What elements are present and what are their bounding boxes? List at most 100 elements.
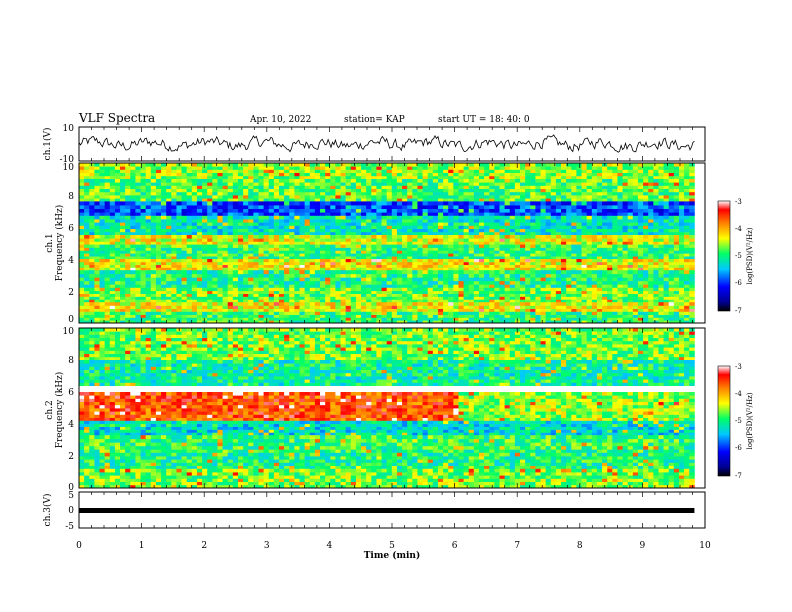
spectrogram-cell (463, 179, 470, 183)
spectrogram-cell (114, 261, 121, 265)
spectrogram-cell (258, 188, 265, 193)
spectrogram-cell (684, 185, 690, 189)
spectrogram-cell (448, 235, 454, 239)
spectrogram-cell (314, 270, 321, 275)
spectrogram-cell (366, 191, 372, 196)
spectrogram-cell (366, 270, 372, 275)
spectrogram-cell (432, 188, 439, 193)
spectrogram-cell (514, 212, 521, 217)
spectrogram-cell (350, 208, 357, 213)
spectrogram-cell (125, 284, 131, 289)
spectrogram-cell (130, 253, 136, 257)
spectrogram-cell (453, 172, 459, 177)
spectrogram-cell (161, 256, 167, 260)
spectrogram-cell (422, 231, 429, 236)
spectrogram-cell (417, 198, 423, 202)
spectrogram-cell (166, 169, 172, 173)
spectrogram-cell (284, 273, 290, 278)
spectrogram-cell (263, 201, 270, 206)
spectrogram-cell (396, 205, 403, 209)
spectrogram-cell (586, 270, 593, 275)
spectrogram-cell (120, 182, 126, 186)
spectrogram-cell (381, 284, 388, 289)
spectrogram-cell (684, 247, 690, 251)
spectrogram-cell (412, 185, 418, 189)
spectrogram-cell (176, 219, 182, 223)
spectrogram-cell (196, 172, 203, 177)
spectrogram-cell (79, 238, 85, 242)
spectrogram-cell (171, 205, 177, 209)
spectrogram-cell (278, 296, 285, 300)
spectrogram-cell (294, 195, 300, 199)
spectrogram-cell (412, 228, 418, 233)
spectrogram-cell (561, 256, 567, 260)
spectrogram-cell (684, 244, 690, 248)
spectrogram-cell (391, 267, 398, 271)
spectrogram-cell (478, 231, 485, 236)
spectrogram-cell (289, 238, 295, 242)
spectrogram-cell (561, 264, 567, 268)
spectrogram-cell (258, 225, 265, 229)
spectrogram-cell (412, 244, 418, 248)
spectrogram-cell (417, 188, 423, 193)
spectrogram-cell (330, 188, 336, 193)
spectrogram-cell (325, 277, 331, 282)
spectrogram-cell (243, 270, 249, 275)
spectrogram-cell (304, 198, 311, 202)
spectrogram-cell (643, 256, 649, 260)
spectrogram-cell (186, 238, 193, 242)
spectrogram-cell (232, 277, 239, 282)
spectrogram-cell (243, 247, 249, 251)
spectrogram-cell (104, 264, 111, 268)
spectrogram-cell (576, 212, 582, 217)
spectrogram-cell (540, 261, 547, 265)
spectrogram-cell (514, 235, 521, 239)
spectrogram-cell (273, 215, 280, 220)
spectrogram-cell (304, 241, 311, 245)
spectrogram-cell (484, 277, 490, 282)
spectrogram-cell (84, 235, 90, 239)
spectrogram-cell (120, 175, 126, 180)
spectrogram-cell (448, 166, 454, 170)
spectrogram-cell (130, 296, 136, 300)
spectrogram-cell (253, 293, 259, 297)
spectrogram-cell (417, 169, 423, 173)
spectrogram-cell (345, 253, 352, 257)
spectrogram-cell (125, 219, 131, 223)
spectrogram-cell (79, 228, 85, 233)
spectrogram-cell (525, 163, 531, 167)
spectrogram-cell (407, 222, 413, 226)
spectrogram-cell (653, 241, 659, 245)
spectrogram-cell (350, 235, 357, 239)
spectrogram-cell (268, 280, 275, 285)
spectrogram-cell (289, 247, 295, 251)
spectrogram-cell (340, 256, 347, 260)
spectrogram-cell (202, 238, 208, 242)
spectrogram-cell (520, 215, 526, 220)
spectrogram-cell (176, 208, 182, 213)
spectrogram-cell (684, 238, 690, 242)
spectrogram-cell (371, 273, 377, 278)
spectrogram-cell (202, 219, 208, 223)
spectrogram-cell (427, 205, 434, 209)
spectrogram-cell (489, 261, 495, 265)
spectrogram-cell (663, 273, 670, 278)
spectrogram-cell (166, 280, 172, 285)
spectrogram-cell (402, 169, 408, 173)
spectrogram-cell (632, 185, 639, 189)
spectrogram-cell (422, 238, 429, 242)
spectrogram-cell (191, 270, 198, 275)
spectrogram-cell (689, 185, 695, 189)
spectrogram-cell (489, 191, 495, 196)
spectrogram-cell (458, 296, 464, 300)
spectrogram-cell (612, 241, 618, 245)
spectrogram-cell (437, 215, 444, 220)
spectrogram-cell (494, 277, 500, 282)
spectrogram-cell (186, 296, 193, 300)
spectrogram-cell (284, 250, 290, 254)
spectrogram-cell (571, 205, 577, 209)
spectrogram-cell (520, 205, 526, 209)
spectrogram-cell (366, 231, 372, 236)
spectrogram-cell (412, 259, 418, 263)
spectrogram-cell (673, 250, 680, 254)
